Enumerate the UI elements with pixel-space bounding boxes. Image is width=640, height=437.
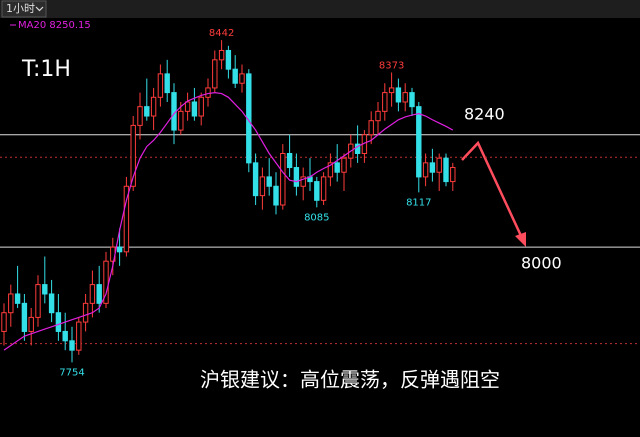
- candle-body: [212, 59, 218, 89]
- candle-body: [191, 101, 198, 117]
- candle-body: [137, 106, 143, 126]
- candle-body: [184, 101, 191, 112]
- candle-body: [334, 162, 340, 173]
- candle-body: [62, 330, 68, 342]
- candle-body: [130, 124, 136, 187]
- candle-body: [89, 284, 96, 304]
- candle-body: [205, 87, 211, 98]
- candle-body: [266, 176, 272, 187]
- extreme-label: 8442: [209, 28, 234, 39]
- candle-body: [436, 157, 442, 173]
- candle-body: [48, 293, 55, 314]
- candle-body: [164, 73, 170, 94]
- candle-body: [416, 106, 422, 178]
- candle-body: [280, 152, 286, 206]
- toolbar: [0, 0, 640, 18]
- timeframe-button[interactable]: [1, 0, 47, 18]
- candle-body: [320, 176, 327, 201]
- candle-body: [123, 185, 130, 253]
- candle-body: [375, 110, 381, 122]
- candle-body: [55, 312, 62, 332]
- candle-body: [103, 260, 109, 304]
- candle-body: [259, 176, 266, 197]
- candle-body: [443, 157, 449, 183]
- candle-body: [96, 284, 102, 304]
- candle-body: [239, 73, 245, 84]
- candle-body: [300, 176, 306, 187]
- candle-body: [450, 167, 456, 183]
- candle-body: [14, 293, 21, 304]
- candle-body: [28, 316, 34, 332]
- candle-body: [116, 246, 123, 253]
- candle-body: [198, 96, 204, 117]
- candle-body: [327, 162, 334, 178]
- candle-body: [409, 92, 415, 108]
- candle-body: [273, 185, 279, 206]
- extreme-label: 8085: [304, 212, 329, 223]
- candle-body: [150, 96, 157, 117]
- candle-body: [144, 106, 150, 117]
- extreme-label: 8117: [406, 197, 431, 208]
- caption: 沪银建议：高位震荡，反弹遇阻空: [200, 368, 500, 392]
- candle-body: [225, 49, 232, 70]
- candle-body: [402, 92, 408, 103]
- candle-body: [157, 73, 164, 98]
- candle-body: [382, 92, 388, 112]
- ma-legend: MA20 8250.15: [18, 20, 91, 31]
- candle-body: [178, 110, 184, 131]
- timeframe-label[interactable]: 1小时: [6, 2, 35, 15]
- forecast-arrowhead: [515, 232, 526, 247]
- candle-body: [354, 143, 361, 154]
- candle-body: [341, 157, 347, 173]
- candle-body: [429, 162, 436, 173]
- extreme-label: 7754: [59, 367, 84, 378]
- candle-body: [293, 167, 300, 187]
- extreme-label: 8373: [379, 60, 404, 71]
- candle-body: [368, 120, 374, 136]
- candle-body: [252, 162, 259, 197]
- candle-body: [232, 68, 238, 84]
- candle-body: [218, 49, 225, 61]
- candle-body: [1, 312, 7, 332]
- candle-body: [82, 302, 89, 323]
- forecast-arrow: [461, 140, 524, 239]
- candle-body: [42, 284, 48, 295]
- timeframe-title: T:1H: [21, 57, 71, 82]
- candle-body: [388, 87, 395, 94]
- candle-body: [8, 293, 14, 314]
- candle-body: [395, 87, 402, 103]
- ma20-line: [3, 92, 454, 351]
- candle-body: [286, 152, 293, 169]
- candle-body: [422, 162, 429, 178]
- candle-body: [314, 181, 320, 201]
- candle-body: [21, 302, 28, 332]
- candle-body: [76, 321, 82, 351]
- level-label: 8000: [521, 254, 562, 273]
- level-label: 8240: [464, 104, 505, 123]
- candle-body: [69, 340, 75, 351]
- candle-body: [35, 284, 41, 318]
- dropdown-caret[interactable]: [35, 6, 44, 12]
